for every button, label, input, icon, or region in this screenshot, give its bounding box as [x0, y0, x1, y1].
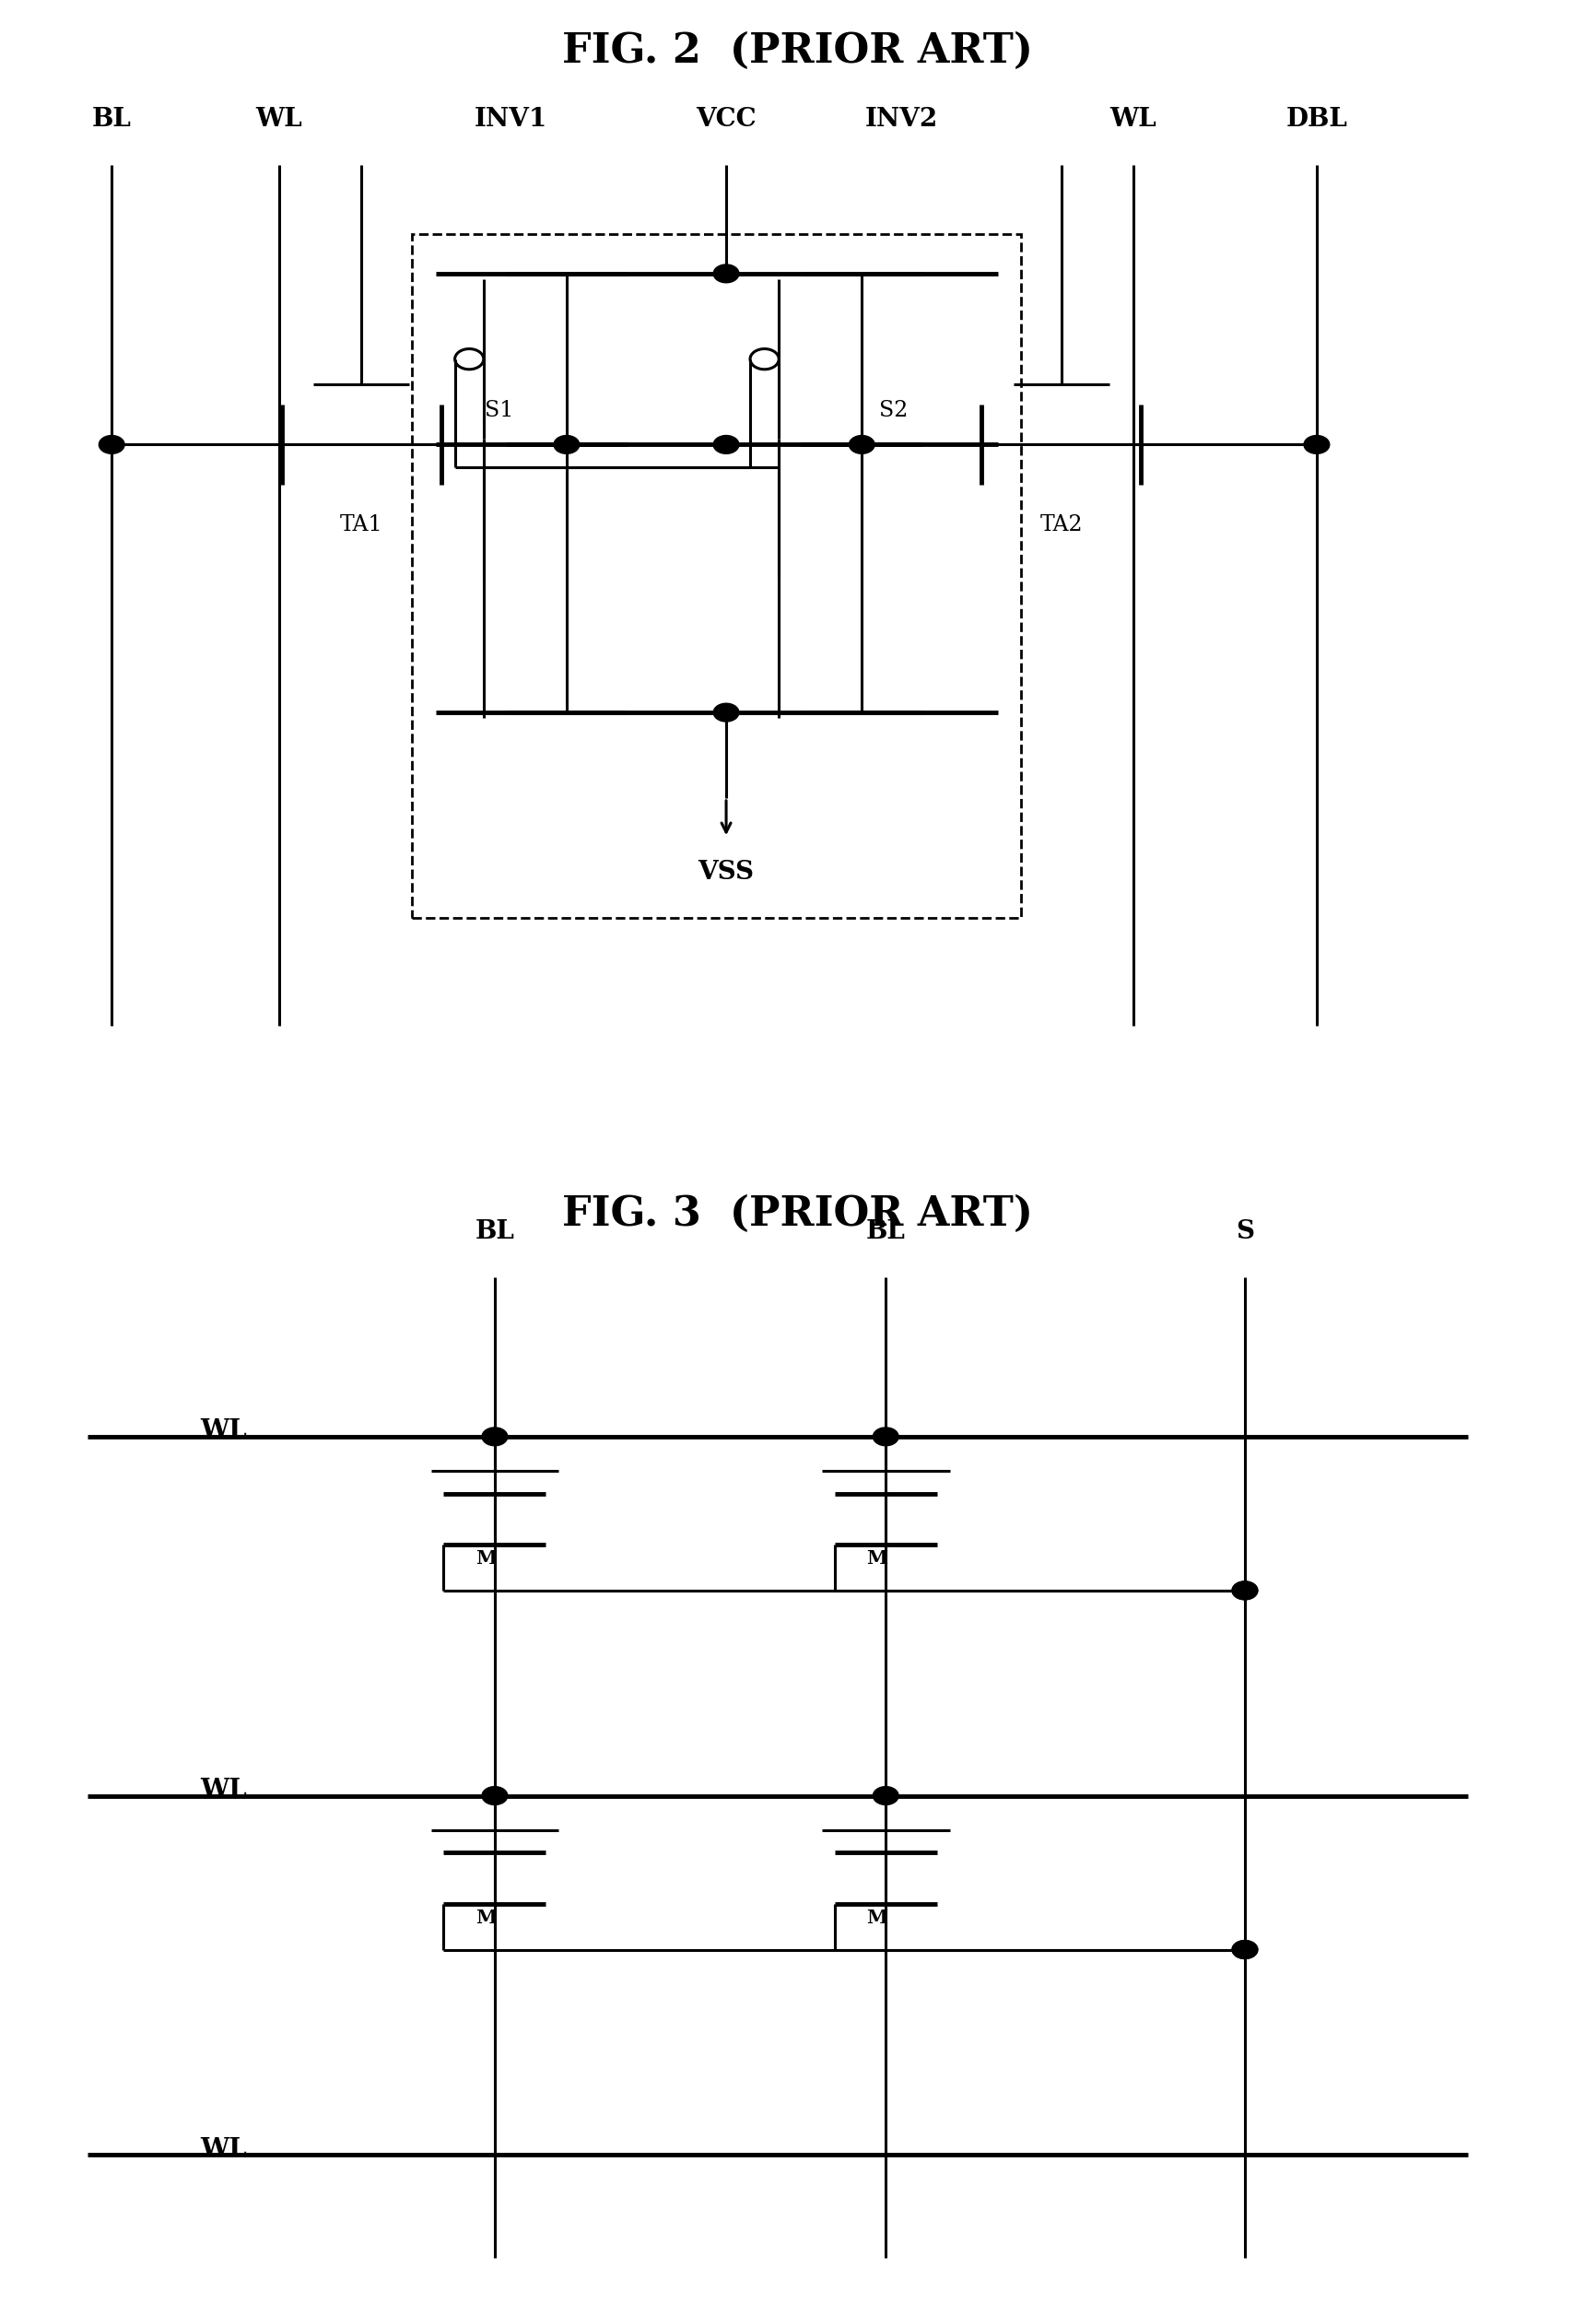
Text: M: M: [867, 1909, 887, 1928]
Text: S: S: [1235, 1218, 1254, 1244]
Circle shape: [873, 1787, 899, 1806]
Bar: [412, 233, 1021, 917]
Text: INV1: INV1: [474, 108, 547, 131]
Circle shape: [713, 702, 739, 721]
Text: DBL: DBL: [1286, 108, 1347, 131]
Text: WL: WL: [255, 108, 303, 131]
Text: FIG. 3  (PRIOR ART): FIG. 3 (PRIOR ART): [562, 1195, 1034, 1234]
Circle shape: [1304, 435, 1329, 454]
Text: M: M: [867, 1550, 887, 1568]
Circle shape: [482, 1787, 508, 1806]
Text: FIG. 2  (PRIOR ART): FIG. 2 (PRIOR ART): [562, 32, 1034, 71]
Text: WL: WL: [201, 1419, 247, 1444]
Text: WL: WL: [1109, 108, 1157, 131]
Circle shape: [1232, 1582, 1258, 1601]
Circle shape: [873, 1428, 899, 1446]
Text: BL: BL: [476, 1218, 514, 1244]
Text: BL: BL: [93, 108, 131, 131]
Circle shape: [554, 435, 579, 454]
Text: WL: WL: [201, 2137, 247, 2163]
Circle shape: [1232, 1941, 1258, 1960]
Text: M: M: [476, 1550, 496, 1568]
Circle shape: [1232, 1941, 1258, 1960]
Text: WL: WL: [201, 1778, 247, 1803]
Text: S1: S1: [485, 401, 514, 421]
Circle shape: [713, 265, 739, 283]
Circle shape: [713, 435, 739, 454]
Text: BL: BL: [867, 1218, 905, 1244]
Circle shape: [849, 435, 875, 454]
Circle shape: [99, 435, 124, 454]
Text: S2: S2: [879, 401, 908, 421]
Text: TA1: TA1: [340, 514, 383, 534]
Text: VCC: VCC: [696, 108, 757, 131]
Circle shape: [1232, 1582, 1258, 1601]
Circle shape: [482, 1428, 508, 1446]
Text: INV2: INV2: [865, 108, 938, 131]
Text: M: M: [476, 1909, 496, 1928]
Text: VSS: VSS: [697, 859, 755, 884]
Text: TA2: TA2: [1041, 514, 1082, 534]
